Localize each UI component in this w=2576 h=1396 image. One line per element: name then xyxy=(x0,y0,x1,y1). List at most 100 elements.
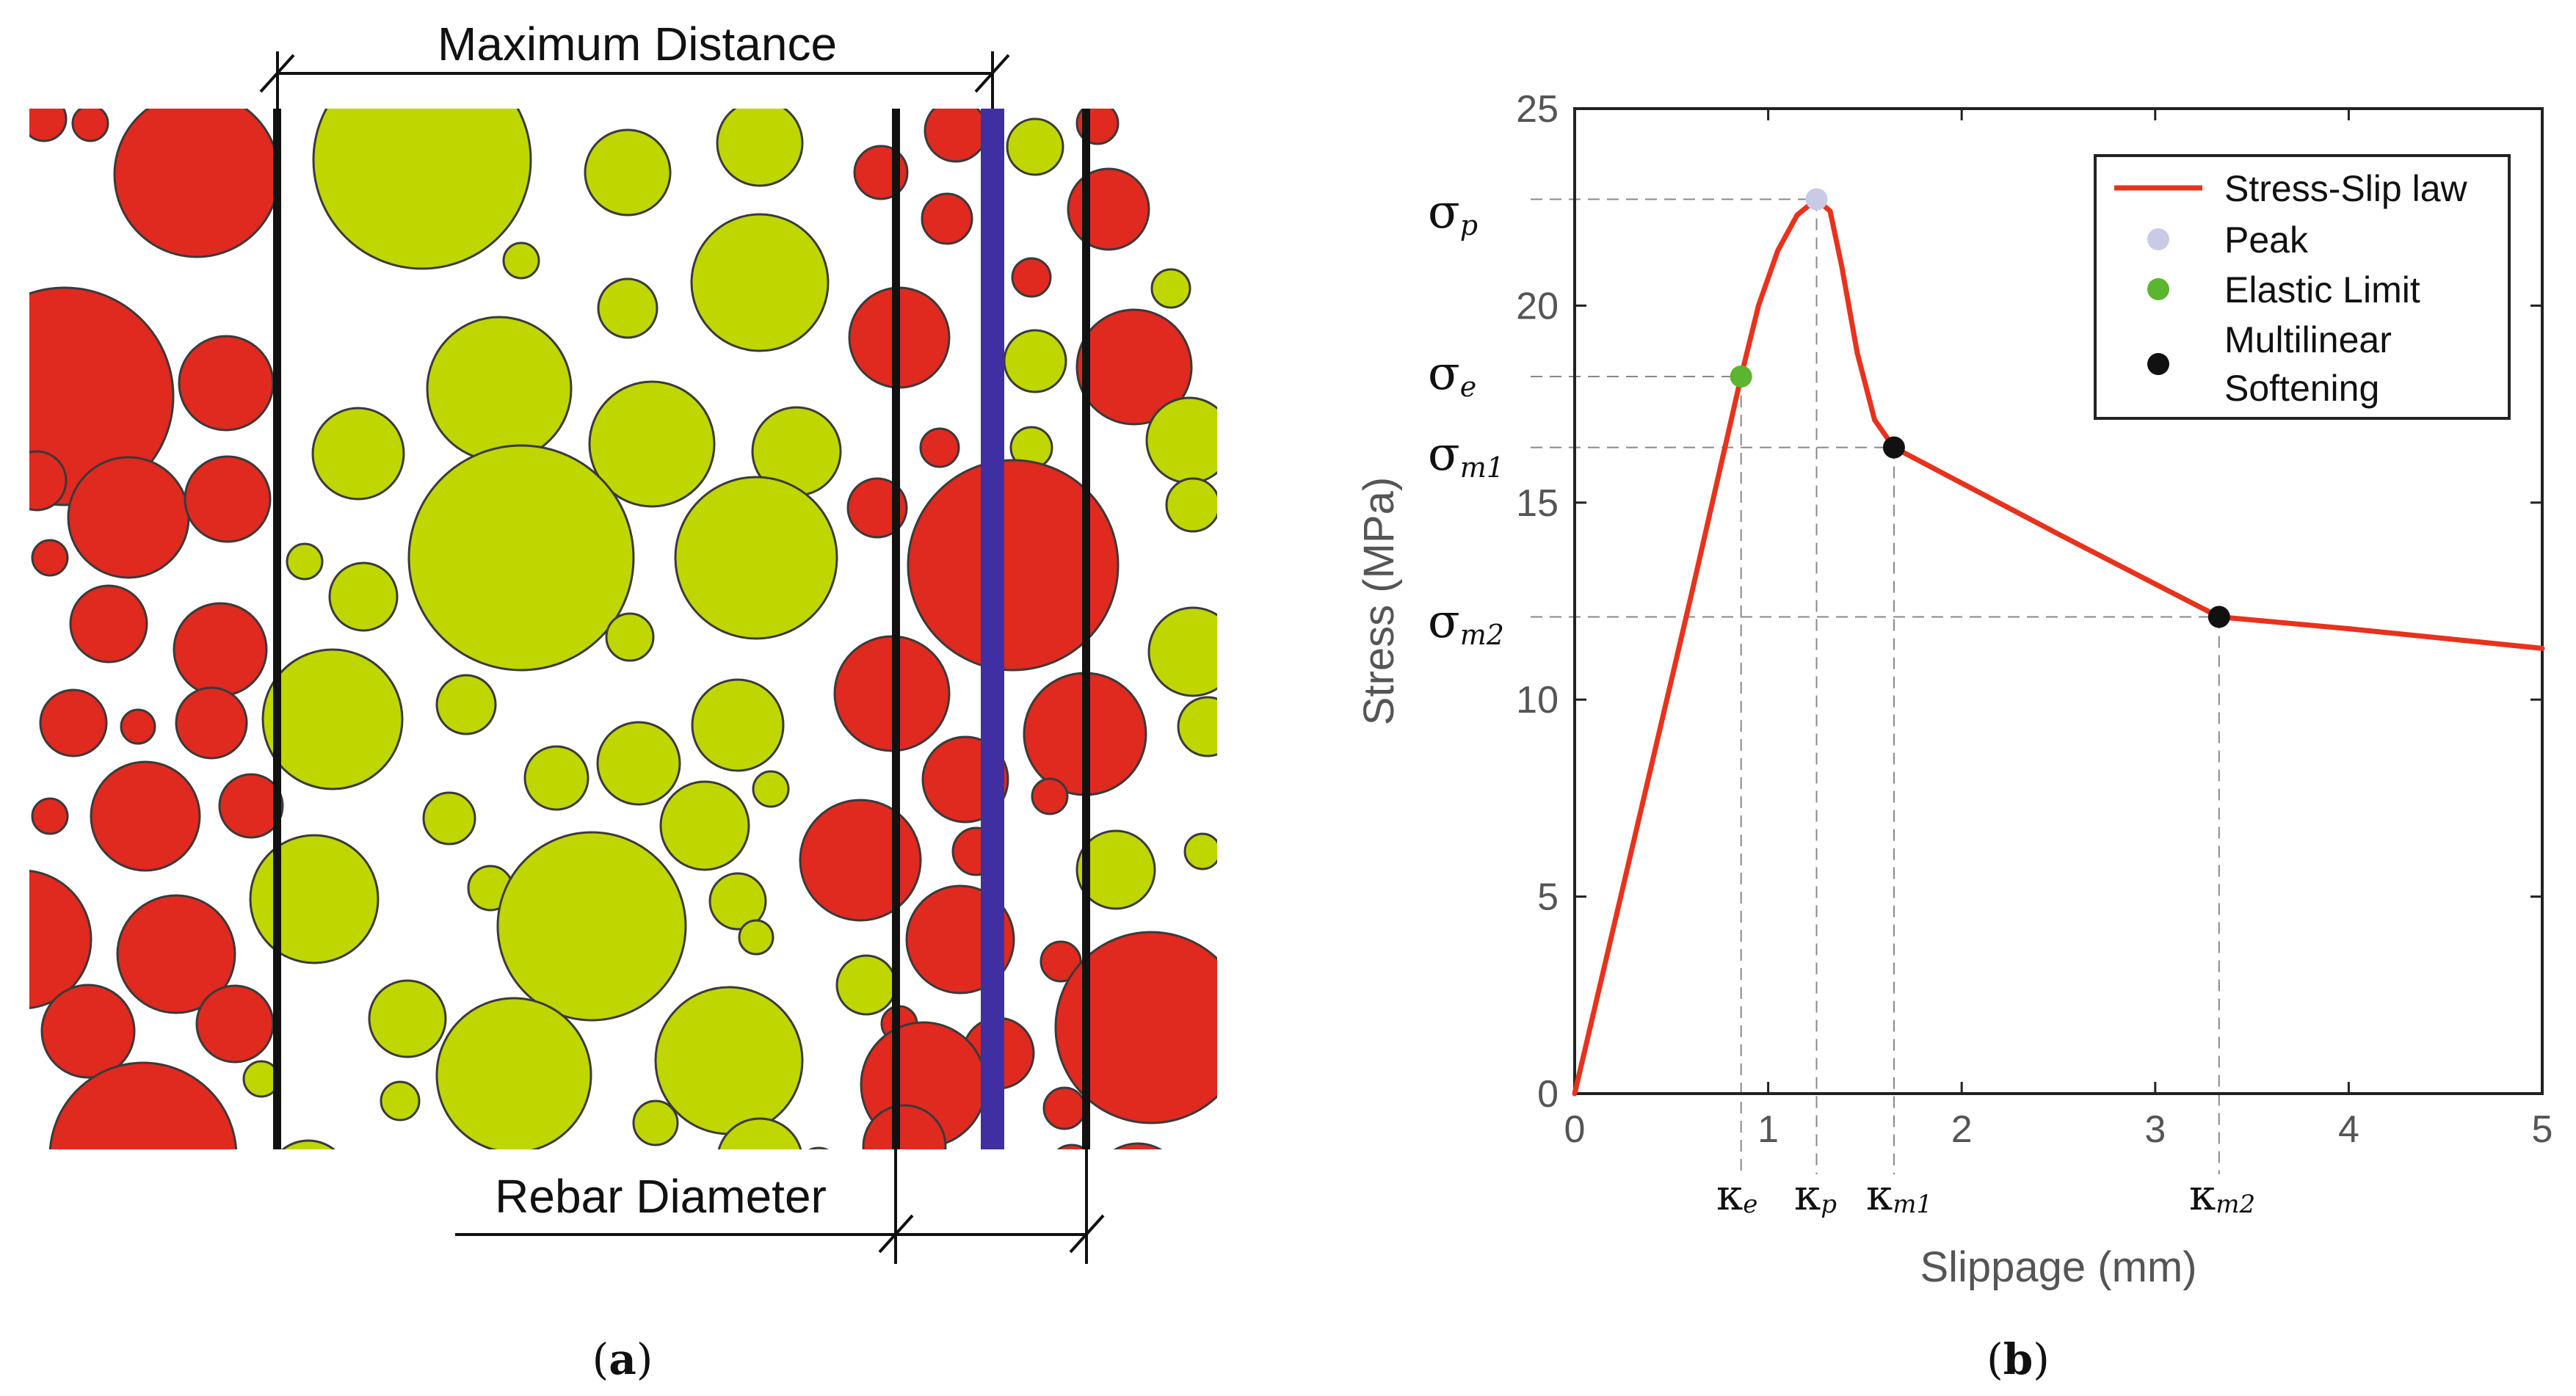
caption-b: (b) xyxy=(1987,1334,2050,1384)
rebar-diameter-label: Rebar Diameter xyxy=(495,1170,827,1223)
small-aggregate-particle xyxy=(523,745,589,811)
large-aggregate-particle xyxy=(1042,1086,1086,1130)
small-aggregate-particle xyxy=(691,678,785,772)
small-aggregate-particle xyxy=(1145,396,1217,484)
sigma-p-label: σp xyxy=(1428,185,1478,241)
caption-a: (a) xyxy=(592,1334,653,1384)
kappa-m1-base: κ xyxy=(1866,1170,1893,1220)
small-aggregate-particle xyxy=(835,954,897,1016)
caption-b-letter: b xyxy=(2003,1334,2033,1384)
large-aggregate-particle xyxy=(175,686,248,760)
kappa-p-base: κ xyxy=(1794,1170,1821,1220)
x-tick-label: 4 xyxy=(2338,1108,2359,1151)
x-tick-label: 2 xyxy=(1951,1108,1973,1151)
x-axis-ticks: 0 1 2 3 4 5 xyxy=(1564,109,2553,1151)
legend-elastic-marker xyxy=(2147,278,2169,300)
x-tick-label: 5 xyxy=(2532,1108,2553,1151)
large-aggregate-particle xyxy=(178,335,275,432)
small-aggregate-particle xyxy=(1006,117,1064,176)
x-tick-label: 1 xyxy=(1757,1108,1779,1151)
kappa-m1-sub: m1 xyxy=(1893,1190,1932,1219)
y-tick-label: 15 xyxy=(1516,482,1559,525)
large-aggregate-particle xyxy=(1075,308,1193,426)
panel-a-aggregate-diagram: Maximum Distance Rebar Diameter (a) xyxy=(29,18,1217,1384)
large-aggregate-particle xyxy=(862,1104,947,1149)
kappa-p-sub: p xyxy=(1821,1190,1837,1219)
large-aggregate-particle xyxy=(1040,940,1082,983)
small-aggregate-particle xyxy=(716,109,804,187)
large-aggregate-particle xyxy=(31,797,69,835)
small-aggregate-particle xyxy=(1177,696,1217,757)
kappa-p-label: κp xyxy=(1794,1170,1837,1220)
caption-b-close: ) xyxy=(2033,1334,2050,1384)
y-axis-label: Stress (MPa) xyxy=(1355,477,1403,725)
small-aggregate-particle xyxy=(286,542,324,581)
large-aggregate-particle xyxy=(31,539,69,577)
sigma-m1-base: σ xyxy=(1428,427,1460,481)
inner-boundary-line xyxy=(892,109,900,1149)
small-aggregate-particle xyxy=(249,834,380,964)
large-aggregate-particle xyxy=(921,192,973,245)
softening-point-1 xyxy=(1882,436,1905,459)
small-aggregate-particle xyxy=(1150,268,1191,309)
small-aggregate-particle xyxy=(311,407,405,501)
x-axis-label: Slippage (mm) xyxy=(1920,1243,2196,1291)
small-aggregate-particle xyxy=(1183,832,1217,870)
large-aggregate-particle xyxy=(67,456,190,579)
large-aggregate-particle xyxy=(29,870,92,1009)
small-aggregate-particle xyxy=(752,770,790,808)
kappa-m2-sub: m2 xyxy=(2216,1190,2255,1219)
small-aggregate-particle xyxy=(502,241,540,280)
large-aggregate-particle xyxy=(1056,1144,1087,1149)
large-aggregate-particle xyxy=(1067,167,1150,251)
small-aggregate-particle xyxy=(435,674,497,735)
large-aggregate-particle xyxy=(1031,777,1069,815)
legend-label-softening-1: Multilinear xyxy=(2224,319,2392,360)
small-aggregate-particle xyxy=(654,986,804,1135)
large-aggregate-particle xyxy=(907,459,1120,672)
sigma-e-base: σ xyxy=(1428,346,1460,401)
large-aggregate-particle xyxy=(218,773,284,839)
legend-label-elastic: Elastic Limit xyxy=(2224,269,2420,310)
small-aggregate-particle xyxy=(261,648,404,790)
guide-lines xyxy=(1531,198,2220,1174)
kappa-e-sub: e xyxy=(1743,1190,1757,1219)
legend-label-stress-slip: Stress-Slip law xyxy=(2224,168,2468,209)
small-aggregate-particle xyxy=(281,1139,335,1149)
large-aggregate-particle xyxy=(1113,1142,1163,1149)
large-aggregate-particle xyxy=(173,602,268,697)
sigma-e-sub: e xyxy=(1460,371,1477,403)
left-boundary-line xyxy=(273,109,281,1149)
large-aggregate-particle xyxy=(39,688,108,757)
rebar xyxy=(981,109,1004,1149)
kappa-e-base: κ xyxy=(1716,1170,1743,1220)
small-aggregate-particle xyxy=(328,561,399,632)
small-aggregate-particle xyxy=(584,128,672,217)
kappa-m2-label: κm2 xyxy=(2189,1170,2255,1220)
large-aggregate-particle xyxy=(184,455,272,543)
panel-b-stress-slip-chart: 0 1 2 3 4 5 0 5 10 15 20 25 Slippage (mm) Stress (… xyxy=(1355,88,2553,1384)
small-aggregate-particle xyxy=(380,1080,421,1121)
x-tick-label: 0 xyxy=(1564,1108,1586,1151)
small-aggregate-particle xyxy=(422,791,476,846)
y-tick-label: 25 xyxy=(1516,88,1559,131)
kappa-m2-base: κ xyxy=(2189,1170,2216,1220)
large-aggregate-particle xyxy=(799,799,922,922)
small-aggregate-particle xyxy=(597,277,658,339)
small-aggregate-particle xyxy=(605,612,655,662)
large-aggregate-particle xyxy=(40,984,136,1079)
caption-b-open: ( xyxy=(1987,1334,2003,1384)
small-aggregate-particle xyxy=(435,997,592,1149)
sigma-m2-base: σ xyxy=(1428,595,1460,649)
large-aggregate-particle xyxy=(29,450,68,512)
legend: Stress-Slip law Peak Elastic Limit Multi… xyxy=(2094,154,2511,420)
large-aggregate-particle xyxy=(71,109,109,142)
small-aggregate-particle xyxy=(496,831,687,1022)
plot-frame xyxy=(1573,107,2544,1095)
y-tick-label: 20 xyxy=(1516,285,1559,327)
large-aggregate-particle xyxy=(120,708,156,745)
max-distance-label: Maximum Distance xyxy=(438,18,837,70)
small-aggregate-particle xyxy=(659,780,750,871)
small-aggregate-particle xyxy=(1165,477,1217,533)
